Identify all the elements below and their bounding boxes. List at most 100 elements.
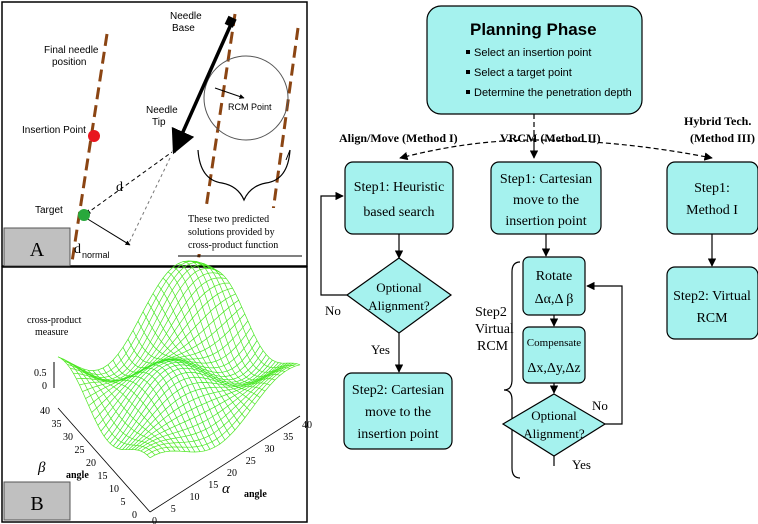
- surface-line-alpha-28: [197, 262, 291, 373]
- m1-no-label: No: [325, 303, 341, 318]
- alpha-tick-2: 10: [190, 492, 200, 503]
- beta-tick-2: 30: [63, 432, 73, 443]
- m3-step2-line-1: RCM: [696, 311, 728, 326]
- needle-shaft: [171, 21, 234, 155]
- surface-line-alpha-21: [162, 277, 256, 405]
- m2-diamond-line-0: Optional: [531, 408, 577, 423]
- m1-diamond-line-0: Optional: [376, 280, 422, 295]
- planning-item-1: Select a target point: [474, 67, 572, 79]
- panel-b-frame: [1, 266, 308, 523]
- beta-tick-5: 15: [98, 471, 108, 482]
- needle-tip-label-1: Needle: [146, 105, 178, 116]
- surface-line-alpha-14: [127, 339, 221, 445]
- m3-step2-box: [666, 266, 758, 340]
- beta-tick-3: 25: [75, 445, 85, 456]
- m3-step1-line-1: Method I: [686, 203, 738, 218]
- m2-compensate-line-1: Δx,Δy,Δz: [527, 361, 580, 376]
- rcm-circle: [203, 55, 289, 141]
- insertion-point-label: Insertion Point: [22, 125, 86, 136]
- m2-diamond: [501, 393, 607, 457]
- alpha-tick-1: 5: [171, 504, 176, 515]
- planning-item-2: Determine the penetration depth: [474, 87, 632, 99]
- z-axis-label-2: measure: [35, 327, 69, 338]
- alpha-tick-3: 15: [208, 480, 218, 491]
- alpha-tick-0: 0: [152, 516, 157, 524]
- planning-bullet-0: [466, 50, 470, 54]
- m2-rotate-line-0: Rotate: [536, 269, 573, 284]
- m1-step2-line-2: insertion point: [357, 427, 438, 442]
- final-needle-label-1: Final needle: [44, 45, 99, 56]
- m3-step1-box: [666, 161, 758, 235]
- panel-a-letter-box: [3, 227, 71, 267]
- method1-label: Align/Move (Method I): [339, 131, 458, 145]
- m1-step2-line-0: Step2: Cartesian: [352, 383, 444, 398]
- alpha-tick-7: 35: [283, 432, 293, 443]
- surface-line-alpha-26: [187, 260, 281, 381]
- surface-line-alpha-18: [147, 302, 241, 425]
- surface-line-alpha-20: [157, 285, 251, 412]
- target-label: Target: [35, 205, 63, 216]
- m3-step1-line-0: Step1:: [694, 181, 730, 196]
- z-tick-0: 0.5: [34, 368, 47, 379]
- note-line-3: cross-product function: [188, 240, 278, 251]
- m3-step2-line-0: Step2: Virtual: [673, 289, 751, 304]
- surface-line-alpha-25: [182, 261, 276, 383]
- alpha-ticks: 0 5 10 15 20 25 30 35 40: [152, 420, 312, 524]
- m2-rotate-line-1: Δα,Δ β: [535, 292, 574, 307]
- surface-line-alpha-11: [112, 359, 206, 451]
- m2-diamond-line-1: Alignment?: [523, 426, 585, 441]
- m1-no-loop: [320, 191, 347, 296]
- method3-label-2: (Method III): [690, 131, 755, 145]
- needle-base-label-2: Base: [172, 23, 195, 34]
- surface-line-alpha-2: [67, 361, 161, 454]
- surface-line-alpha-7: [92, 370, 186, 452]
- planning-bullet-1: [466, 70, 470, 74]
- surface-line-alpha-8: [97, 369, 191, 453]
- note-box: [180, 208, 300, 254]
- surface-line-alpha-27: [192, 261, 286, 377]
- surface-line-alpha-19: [152, 293, 246, 418]
- rcm-point-label: RCM Point: [228, 102, 272, 112]
- method2-label: VRCM (Method II): [500, 131, 601, 145]
- m2-no-loop: [586, 281, 623, 425]
- normal-label: normal: [82, 250, 110, 260]
- beta-word: angle: [66, 470, 89, 481]
- distance-upper-label: d: [116, 180, 123, 195]
- beta-symbol: β: [37, 460, 46, 476]
- panel-b-letter-box: [3, 481, 71, 521]
- m1-step2-box: [343, 372, 453, 450]
- m2-step2-label-0: Step2: [475, 305, 507, 320]
- beta-tick-0: 40: [40, 406, 50, 417]
- surface-line-alpha-15: [132, 330, 226, 441]
- m1-step1-box: [344, 161, 454, 235]
- needle-base-label-1: Needle: [170, 11, 202, 22]
- panel-b: cross-product measure 0.5 0 403530252015…: [1, 260, 312, 524]
- panel-a-letter: A: [30, 239, 45, 261]
- note-line-2: solutions provided by: [188, 227, 275, 238]
- surface-line-alpha-30: [207, 268, 301, 366]
- alpha-axis-line: [149, 415, 301, 513]
- z-axis-label-1: cross-product: [27, 315, 82, 326]
- beta-tick-8: 0: [132, 510, 137, 521]
- m2-yes-label: Yes: [572, 457, 591, 472]
- m2-no-label: No: [592, 398, 608, 413]
- m2-step2-brace: [503, 261, 521, 479]
- m2-step2-label-1: Virtual: [475, 322, 514, 337]
- m1-diamond-line-1: Alignment?: [368, 298, 430, 313]
- surface-line-alpha-1: [62, 358, 156, 456]
- flowchart: Planning Phase Select an insertion point…: [320, 5, 758, 479]
- final-needle-line: [70, 33, 109, 263]
- m2-step1-line-2: insertion point: [505, 214, 586, 229]
- m1-step1-line-1: based search: [363, 205, 434, 220]
- branch-method3: [533, 139, 713, 161]
- alpha-tick-8: 40: [302, 420, 312, 431]
- beta-tick-6: 10: [109, 484, 119, 495]
- beta-tick-4: 20: [86, 458, 96, 469]
- surface-line-alpha-22: [167, 271, 261, 398]
- surface-line-alpha-6: [87, 369, 181, 452]
- panel-a: Final needle position Needle Base Needle…: [1, 1, 308, 267]
- alpha-tick-4: 20: [227, 468, 237, 479]
- surface-line-alpha-9: [102, 367, 196, 453]
